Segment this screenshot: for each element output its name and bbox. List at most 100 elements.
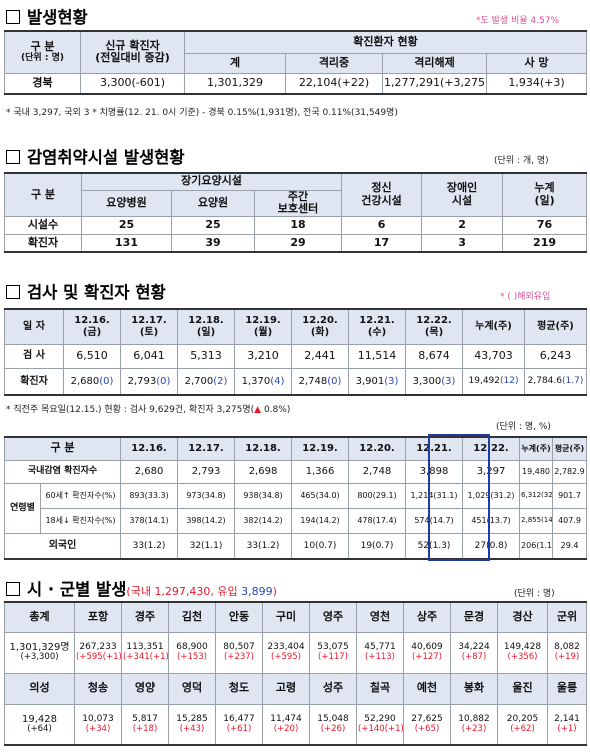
date-header: 12.16.: [120, 436, 179, 461]
footnote: * 국내 3,297, 국외 3 * 치명률(12. 21. 0시 기준) - …: [6, 108, 398, 118]
city-count: 20,205: [506, 714, 539, 725]
date-header: 12.19.: [291, 436, 350, 461]
city-increase: (+61): [226, 723, 252, 734]
section4-unit: (단위 : 명, %): [496, 422, 551, 432]
city-value: 10,073 (+34): [74, 703, 122, 746]
table-cell: 18: [253, 215, 343, 235]
city-count: 15,048: [317, 714, 349, 725]
section5-subtitle: (국내 1,297,430, 유입 3,899): [126, 585, 277, 598]
table-cell: 398(14.2): [177, 507, 236, 534]
table-cell: 938(34.8): [234, 482, 293, 509]
city-count: 8,082: [554, 642, 580, 653]
city-value: 233,404 (+595): [262, 631, 310, 674]
city-value: 45,771 (+113): [356, 631, 404, 674]
table-cell: 3,210: [234, 343, 292, 369]
section2-unit: (단위 : 개, 명): [494, 156, 549, 166]
table-cell: 5,313: [177, 343, 235, 369]
city-increase: (+153): [177, 651, 207, 662]
table-cell: 33(1.2): [234, 532, 293, 560]
city-name: 영천: [356, 601, 404, 633]
city-increase: (+117): [318, 651, 348, 662]
city-name: 경주: [121, 601, 169, 633]
city-value: 10,882 (+23): [450, 703, 498, 746]
table-cell: 3,898: [405, 459, 464, 484]
city-value: 113,351 (+341(+1): [121, 631, 169, 674]
city-name: 성주: [309, 672, 357, 705]
table-cell: 17: [341, 233, 423, 254]
table-cell: 32(1.1): [177, 532, 236, 560]
cumulative-header: 누계(주): [462, 308, 525, 345]
city-name: 울릉: [547, 672, 587, 705]
total-header: 계: [184, 52, 286, 74]
table-cell: 407.9: [552, 507, 588, 534]
test-table: 일 자 12.16. (금) 12.17. (토) 12.18. (일) 12.19.…: [4, 308, 587, 396]
city-count: 40,609: [411, 642, 443, 653]
ratio-note: *도 발생 비율 4.57%: [476, 16, 560, 26]
checkbox-icon: [6, 150, 20, 164]
week-note: * 직전주 목요일(12.15.) 현황 : 검사 9,629건, 확진자 3,…: [6, 405, 291, 415]
released-cell: 1,277,291(+3,275): [382, 72, 487, 95]
released-header: 격리해제: [382, 52, 487, 74]
city-name: 구미: [262, 601, 310, 633]
city-increase: (+43): [179, 723, 205, 734]
city-name: 총계: [4, 601, 75, 633]
cumulative-header: 누계(주): [519, 436, 554, 461]
city-count: 149,428: [503, 642, 542, 653]
death-cell: 1,934(+3): [486, 72, 587, 95]
city-increase: (+356): [507, 651, 538, 662]
city-increase: (+3,300): [20, 652, 59, 663]
city-value: 40,609 (+127): [403, 631, 451, 674]
city-name: 영양: [121, 672, 169, 705]
date-header: 12.16. (금): [63, 308, 121, 345]
date-header: 12.17. (토): [120, 308, 178, 345]
table-cell: 6,041: [120, 343, 178, 369]
city-count: 45,771: [364, 642, 396, 653]
date-header: 12.22. (목): [405, 308, 463, 345]
table-cell: 1,366: [291, 459, 350, 484]
city-name: 의성: [4, 672, 75, 705]
table-cell: 219: [502, 233, 588, 254]
foreign-note: * ( )해외유입: [500, 292, 551, 302]
table-cell: 6,243: [524, 343, 587, 369]
city-increase: (+20): [273, 723, 299, 734]
gubun-header: 구 분 (단위 : 명): [4, 30, 81, 74]
nursing-hospital-header: 요양병원: [81, 189, 172, 217]
city-increase: (+65): [414, 723, 440, 734]
table-cell: 27(0.8): [462, 532, 521, 560]
city-name: 군위: [547, 601, 587, 633]
city-value: 20,205 (+62): [497, 703, 548, 746]
city-count: 15,285: [176, 714, 208, 725]
facility-count-label: 시설수: [4, 215, 82, 235]
table-cell: 2,680: [120, 459, 179, 484]
table-cell: 6: [341, 215, 423, 235]
city-count: 11,474: [270, 714, 302, 725]
table-cell: 52(1.3): [405, 532, 464, 560]
table-cell: 6,510: [63, 343, 121, 369]
table-cell: 19,480: [519, 459, 554, 484]
nursing-home-header: 요양원: [171, 189, 255, 217]
city-count: 53,075: [317, 642, 349, 653]
table-cell: 33(1.2): [120, 532, 179, 560]
city-increase: (+62): [510, 723, 535, 734]
city-count: 113,351: [126, 642, 164, 653]
table-cell: 1,029(31.2): [462, 482, 521, 509]
table-cell: 11,514: [348, 343, 406, 369]
city-increase: (+237): [224, 651, 254, 662]
table-cell: 574(14.7): [405, 507, 464, 534]
date-header: 12.18.: [234, 436, 293, 461]
table-cell: 1,370(4): [234, 367, 292, 396]
disabled-facility-header: 장애인 시설: [421, 171, 504, 217]
status-header: 확진환자 현황: [184, 30, 587, 54]
table-cell: 2,748(0): [291, 367, 349, 396]
city-value: 267,233 (+595(+1): [74, 631, 122, 674]
city-increase: (+19): [554, 651, 580, 662]
city-name: 영주: [309, 601, 357, 633]
table-cell: 43,703: [462, 343, 525, 369]
city-name: 문경: [450, 601, 498, 633]
city-increase: (+64): [27, 724, 52, 735]
date-header: 12.20. (화): [291, 308, 349, 345]
date-header: 12.21.: [405, 436, 464, 461]
city-count: 233,404: [267, 642, 305, 653]
city-name: 청도: [215, 672, 263, 705]
section5-unit: (단위 : 명): [514, 589, 555, 599]
